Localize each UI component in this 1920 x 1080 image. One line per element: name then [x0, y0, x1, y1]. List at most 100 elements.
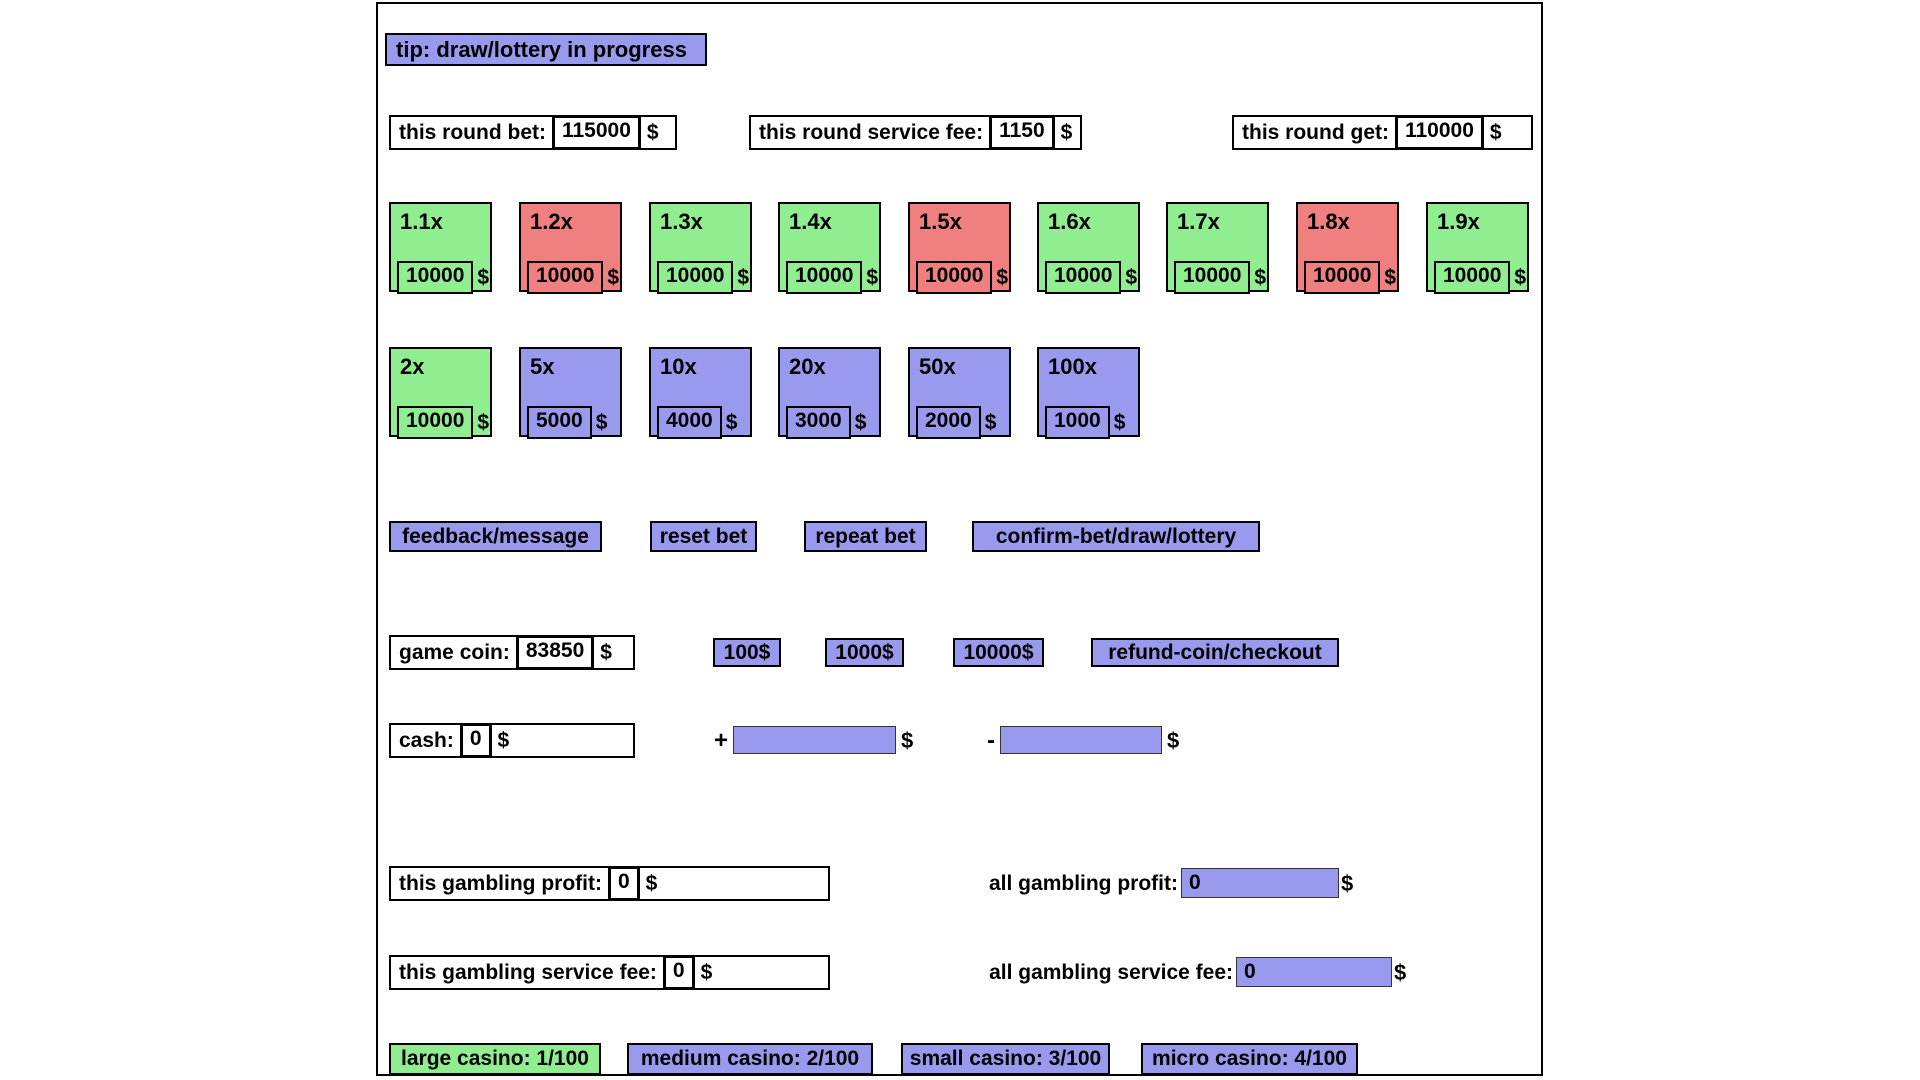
medium-casino-tab[interactable]: medium casino: 2/100 [627, 1043, 873, 1075]
currency-label: $ [1254, 265, 1267, 289]
this-round-get-value: 110000 [1394, 115, 1484, 150]
currency-label: $ [984, 410, 997, 434]
currency-label: $ [645, 871, 658, 895]
multiplier-label: 50x [919, 354, 956, 379]
currency-label: $ [1514, 265, 1527, 289]
currency-label: $ [1394, 959, 1407, 985]
multiplier-5x[interactable]: 5x 5000 $ [519, 347, 622, 439]
buy-coin-10000-button[interactable]: 10000$ [953, 638, 1044, 667]
refund-coin-checkout-button[interactable]: refund-coin/checkout [1091, 638, 1339, 667]
multiplier-50x[interactable]: 50x 2000 $ [908, 347, 1011, 439]
multiplier-1.6x[interactable]: 1.6x 10000 $ [1037, 202, 1140, 294]
multiplier-1.3x[interactable]: 1.3x 10000 $ [649, 202, 752, 294]
currency-label: $ [477, 265, 490, 289]
currency-label: $ [1384, 265, 1397, 289]
multiplier-label: 1.9x [1437, 209, 1480, 234]
currency-label: $ [725, 410, 738, 434]
confirm-bet-draw-lottery-button[interactable]: confirm-bet/draw/lottery [972, 521, 1260, 552]
tip-banner: tip: draw/lottery in progress [385, 33, 707, 66]
multiplier-label: 1.3x [660, 209, 703, 234]
multiplier-1.4x[interactable]: 1.4x 10000 $ [778, 202, 881, 294]
this-round-get-label: this round get: [1242, 120, 1389, 144]
multiplier-bet-amount: 10000 [786, 261, 863, 294]
currency-label: $ [646, 120, 659, 144]
multiplier-20x[interactable]: 20x 3000 $ [778, 347, 881, 439]
all-gambling-service-fee-label: all gambling service fee: [989, 961, 1233, 984]
deposit-amount-input[interactable] [733, 726, 896, 754]
this-round-service-fee-box: this round service fee: 1150 $ [749, 115, 1082, 150]
this-round-service-fee-value: 1150 [989, 115, 1055, 150]
multiplier-bet-amount: 10000 [1174, 261, 1251, 294]
currency-label: $ [607, 265, 620, 289]
multiplier-bet-amount: 4000 [657, 406, 722, 439]
currency-label: $ [477, 410, 490, 434]
multiplier-bet-amount: 10000 [527, 261, 604, 294]
repeat-bet-button[interactable]: repeat bet [804, 521, 927, 552]
currency-label: $ [901, 727, 914, 753]
minus-sign: - [987, 726, 995, 754]
this-gambling-profit-box: this gambling profit: 0 $ [389, 866, 830, 901]
currency-label: $ [866, 265, 879, 289]
currency-label: $ [1341, 870, 1354, 896]
withdraw-amount-input[interactable] [1000, 726, 1162, 754]
currency-label: $ [1489, 120, 1502, 144]
currency-label: $ [996, 265, 1009, 289]
multiplier-10x[interactable]: 10x 4000 $ [649, 347, 752, 439]
this-gambling-service-fee-value: 0 [662, 955, 695, 990]
large-casino-tab[interactable]: large casino: 1/100 [389, 1043, 601, 1075]
micro-casino-tab[interactable]: micro casino: 4/100 [1141, 1043, 1358, 1075]
multiplier-100x[interactable]: 100x 1000 $ [1037, 347, 1140, 439]
multiplier-label: 1.5x [919, 209, 962, 234]
multiplier-bet-amount: 10000 [1045, 261, 1122, 294]
small-casino-tab[interactable]: small casino: 3/100 [901, 1043, 1110, 1075]
multiplier-1.1x[interactable]: 1.1x 10000 $ [389, 202, 492, 294]
multiplier-2x[interactable]: 2x 10000 $ [389, 347, 492, 439]
multiplier-bet-amount: 5000 [527, 406, 592, 439]
multiplier-label: 5x [530, 354, 555, 379]
buy-coin-1000-button[interactable]: 1000$ [825, 638, 904, 667]
this-gambling-service-fee-label: this gambling service fee: [399, 960, 657, 984]
buy-coin-100-button[interactable]: 100$ [713, 638, 781, 667]
currency-label: $ [600, 640, 612, 664]
multiplier-bet-amount: 10000 [397, 261, 474, 294]
multiplier-label: 20x [789, 354, 826, 379]
multiplier-1.5x[interactable]: 1.5x 10000 $ [908, 202, 1011, 294]
multiplier-bet-amount: 3000 [786, 406, 851, 439]
multiplier-label: 1.1x [400, 209, 443, 234]
currency-label: $ [737, 265, 750, 289]
currency-label: $ [595, 410, 608, 434]
all-gambling-profit-label: all gambling profit: [989, 872, 1178, 895]
multiplier-bet-amount: 10000 [657, 261, 734, 294]
game-coin-value: 83850 [515, 635, 595, 670]
currency-label: $ [497, 728, 510, 752]
feedback-message-button[interactable]: feedback/message [389, 521, 602, 552]
multiplier-1.7x[interactable]: 1.7x 10000 $ [1166, 202, 1269, 294]
multiplier-label: 100x [1048, 354, 1097, 379]
multiplier-1.9x[interactable]: 1.9x 10000 $ [1426, 202, 1529, 294]
all-gambling-service-fee-value: 0 [1236, 957, 1392, 987]
multiplier-1.2x[interactable]: 1.2x 10000 $ [519, 202, 622, 294]
this-gambling-service-fee-box: this gambling service fee: 0 $ [389, 955, 830, 990]
multiplier-label: 1.4x [789, 209, 832, 234]
multiplier-bet-amount: 10000 [1434, 261, 1511, 294]
game-coin-label: game coin: [399, 640, 510, 664]
this-gambling-profit-value: 0 [607, 866, 640, 901]
multiplier-1.8x[interactable]: 1.8x 10000 $ [1296, 202, 1399, 294]
cash-value: 0 [459, 723, 492, 758]
multiplier-label: 1.6x [1048, 209, 1091, 234]
multiplier-bet-amount: 1000 [1045, 406, 1110, 439]
cash-box: cash: 0 $ [389, 723, 635, 758]
multiplier-label: 1.7x [1177, 209, 1220, 234]
this-round-bet-value: 115000 [551, 115, 641, 150]
currency-label: $ [700, 960, 713, 984]
multiplier-bet-amount: 2000 [916, 406, 981, 439]
plus-sign: + [714, 726, 729, 754]
multiplier-label: 1.2x [530, 209, 573, 234]
game-coin-box: game coin: 83850 $ [389, 635, 635, 670]
cash-label: cash: [399, 728, 454, 752]
multiplier-label: 10x [660, 354, 697, 379]
this-round-service-fee-label: this round service fee: [759, 120, 984, 144]
reset-bet-button[interactable]: reset bet [650, 521, 757, 552]
currency-label: $ [1113, 410, 1126, 434]
